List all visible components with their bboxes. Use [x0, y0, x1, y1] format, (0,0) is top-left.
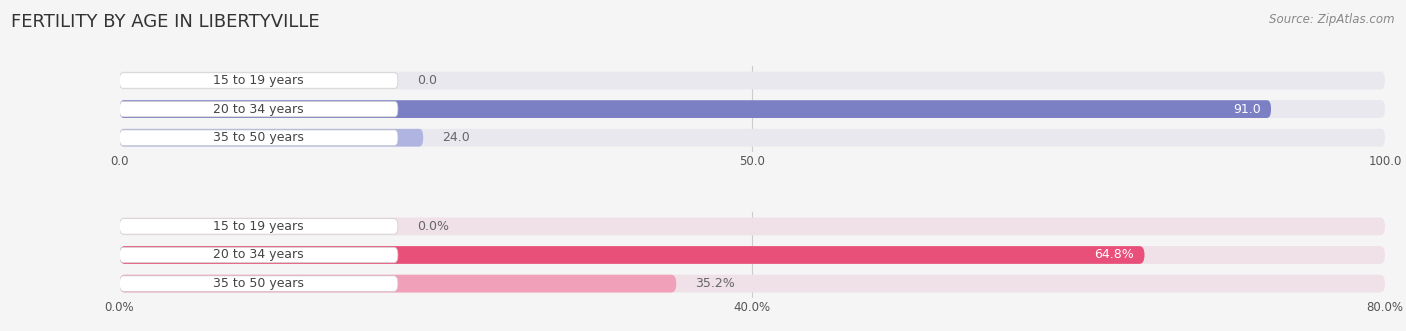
Text: 35.2%: 35.2%: [696, 277, 735, 290]
Text: Source: ZipAtlas.com: Source: ZipAtlas.com: [1270, 13, 1395, 26]
FancyBboxPatch shape: [120, 100, 1385, 118]
FancyBboxPatch shape: [120, 247, 398, 263]
FancyBboxPatch shape: [120, 219, 398, 234]
Text: 15 to 19 years: 15 to 19 years: [214, 220, 304, 233]
FancyBboxPatch shape: [120, 129, 1385, 147]
FancyBboxPatch shape: [120, 100, 1271, 118]
FancyBboxPatch shape: [120, 276, 398, 291]
FancyBboxPatch shape: [120, 275, 676, 293]
Text: 15 to 19 years: 15 to 19 years: [214, 74, 304, 87]
FancyBboxPatch shape: [120, 130, 398, 145]
FancyBboxPatch shape: [120, 73, 398, 88]
Text: 64.8%: 64.8%: [1095, 249, 1135, 261]
Text: 0.0: 0.0: [418, 74, 437, 87]
Text: 0.0%: 0.0%: [418, 220, 449, 233]
Text: FERTILITY BY AGE IN LIBERTYVILLE: FERTILITY BY AGE IN LIBERTYVILLE: [11, 13, 321, 31]
Text: 20 to 34 years: 20 to 34 years: [214, 103, 304, 116]
FancyBboxPatch shape: [120, 71, 1385, 89]
FancyBboxPatch shape: [120, 275, 1385, 293]
Text: 35 to 50 years: 35 to 50 years: [214, 131, 304, 144]
Text: 20 to 34 years: 20 to 34 years: [214, 249, 304, 261]
Text: 24.0: 24.0: [441, 131, 470, 144]
Text: 35 to 50 years: 35 to 50 years: [214, 277, 304, 290]
FancyBboxPatch shape: [120, 129, 423, 147]
FancyBboxPatch shape: [120, 217, 1385, 235]
FancyBboxPatch shape: [120, 101, 398, 117]
FancyBboxPatch shape: [120, 246, 1385, 264]
FancyBboxPatch shape: [120, 246, 1144, 264]
Text: 91.0: 91.0: [1233, 103, 1261, 116]
